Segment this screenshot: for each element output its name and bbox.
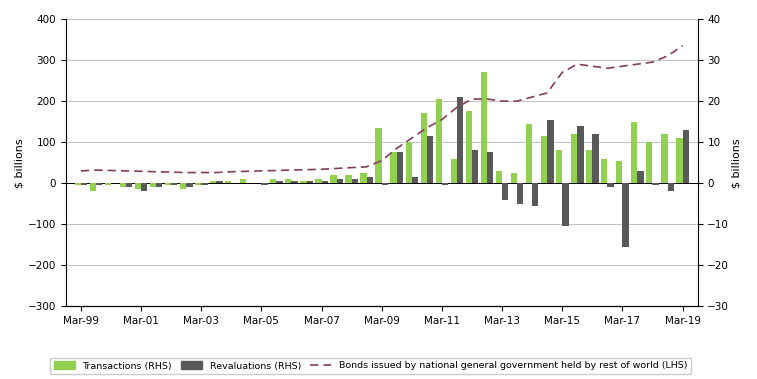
Bar <box>345 175 352 183</box>
Bar <box>631 122 637 183</box>
Bar <box>195 183 201 185</box>
Bar <box>421 113 427 183</box>
Bar <box>104 183 111 185</box>
Bar <box>291 181 298 183</box>
Bar <box>270 179 276 183</box>
Bar <box>375 128 382 183</box>
Bar <box>435 99 442 183</box>
Bar <box>547 120 553 183</box>
Bar <box>360 173 366 183</box>
Bar <box>586 150 592 183</box>
Bar <box>150 183 156 187</box>
Bar <box>261 183 268 185</box>
Bar <box>186 183 192 187</box>
Bar <box>601 158 607 183</box>
Bar <box>337 179 343 183</box>
Bar <box>352 179 358 183</box>
Bar <box>622 183 629 247</box>
Bar <box>210 181 217 183</box>
Bar <box>412 177 418 183</box>
Bar <box>496 171 502 183</box>
Bar <box>382 183 388 185</box>
Bar <box>96 183 102 185</box>
Bar <box>541 136 547 183</box>
Bar <box>676 138 683 183</box>
Bar <box>683 130 689 183</box>
Bar <box>165 183 171 185</box>
Bar <box>126 183 132 187</box>
Bar <box>276 181 283 183</box>
Bar <box>75 183 81 185</box>
Y-axis label: $ billions: $ billions <box>732 138 742 188</box>
Bar <box>225 181 232 183</box>
Bar <box>511 173 517 183</box>
Bar <box>240 179 246 183</box>
Bar <box>502 183 509 200</box>
Bar <box>322 181 328 183</box>
Bar <box>120 183 126 187</box>
Bar <box>556 150 562 183</box>
Bar <box>442 183 448 185</box>
Bar <box>637 171 643 183</box>
Bar <box>592 134 599 183</box>
Bar <box>661 134 668 183</box>
Bar <box>406 142 412 183</box>
Bar <box>466 111 472 183</box>
Bar <box>578 126 584 183</box>
Bar <box>156 183 163 187</box>
Bar <box>330 175 337 183</box>
Bar <box>366 177 373 183</box>
Bar <box>301 181 307 183</box>
Bar <box>607 183 614 187</box>
Bar <box>171 183 177 185</box>
Bar <box>526 124 532 183</box>
Bar <box>668 183 674 191</box>
Bar <box>450 158 457 183</box>
Bar <box>307 181 313 183</box>
Y-axis label: $ billions: $ billions <box>15 138 25 188</box>
Bar <box>315 179 322 183</box>
Bar <box>646 142 653 183</box>
Bar <box>397 152 403 183</box>
Bar <box>141 183 148 191</box>
Bar <box>487 152 494 183</box>
Bar <box>532 183 538 206</box>
Bar <box>562 183 569 226</box>
Bar <box>427 136 433 183</box>
Bar <box>89 183 96 191</box>
Bar <box>481 72 487 183</box>
Bar <box>571 134 578 183</box>
Bar <box>135 183 141 190</box>
Bar <box>285 179 291 183</box>
Bar <box>180 183 186 190</box>
Bar <box>517 183 523 204</box>
Bar <box>616 161 622 183</box>
Legend: Transactions (RHS), Revaluations (RHS), Bonds issued by national general governm: Transactions (RHS), Revaluations (RHS), … <box>50 357 691 374</box>
Bar <box>391 152 397 183</box>
Bar <box>653 183 659 185</box>
Bar <box>81 183 87 185</box>
Bar <box>201 183 207 185</box>
Bar <box>472 150 478 183</box>
Bar <box>217 181 223 183</box>
Bar <box>457 97 463 183</box>
